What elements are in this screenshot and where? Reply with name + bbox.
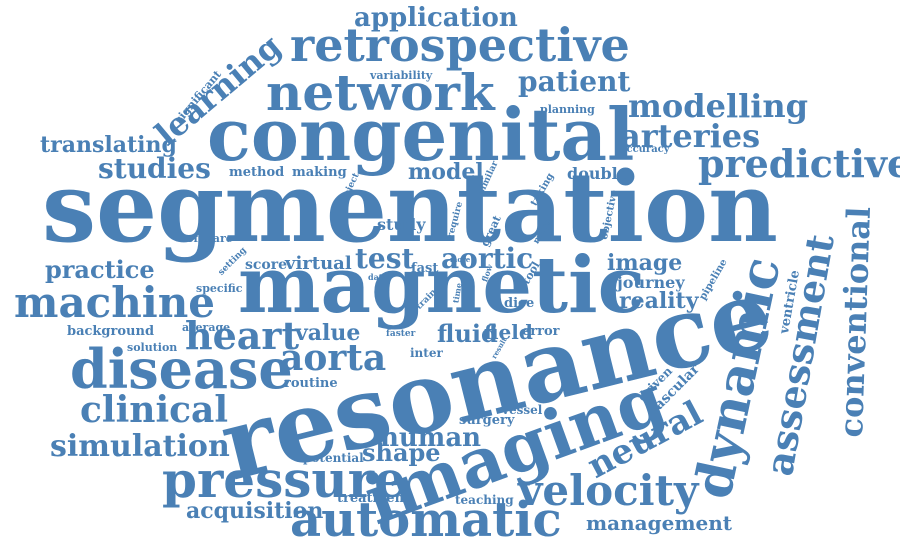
word-accuracy: accuracy: [620, 144, 670, 155]
word-predictive: predictive: [698, 141, 900, 186]
word-automatic: automatic: [290, 492, 562, 548]
word-dice: dice: [504, 296, 535, 311]
word-test: test: [355, 242, 415, 275]
word-magnetic: magnetic: [238, 240, 646, 331]
word-potential: potential: [303, 451, 364, 465]
word-field: field: [484, 320, 533, 344]
word-making: making: [292, 165, 347, 180]
word-score: score: [245, 257, 288, 273]
word-virtual: virtual: [285, 253, 352, 274]
word-simulation: simulation: [50, 429, 230, 464]
word-study: study: [377, 215, 426, 234]
word-surgery: surgery: [459, 413, 515, 428]
word-specific: specific: [196, 282, 243, 295]
word-network: network: [266, 63, 495, 122]
word-treatment: treatment: [337, 491, 411, 506]
word-aortic: aortic: [441, 242, 534, 275]
word-segmentation: segmentation: [42, 151, 778, 264]
word-shape: shape: [362, 438, 441, 467]
word-routine: routine: [284, 376, 338, 391]
word-model: model: [408, 159, 484, 185]
word-machine: machine: [14, 278, 215, 327]
word-average: average: [182, 321, 231, 334]
word-clinical: clinical: [80, 389, 229, 431]
word-background: background: [67, 324, 155, 339]
word-management: management: [586, 511, 732, 535]
word-double: double: [567, 164, 628, 183]
word-human: human: [380, 423, 482, 453]
word-faster: faster: [386, 329, 416, 339]
word-journey: journey: [617, 273, 685, 292]
word-aorta: aorta: [280, 337, 387, 379]
word-planning: planning: [540, 103, 595, 116]
word-image: image: [607, 250, 683, 276]
word-solution: solution: [127, 341, 178, 354]
word-fluid: fluid: [437, 319, 498, 348]
word-inter: inter: [410, 346, 443, 360]
word-fast: fast: [411, 261, 439, 276]
word-studies: studies: [98, 152, 211, 185]
word-modelling: modelling: [628, 87, 809, 125]
word-variability: variability: [370, 69, 433, 82]
word-method: method: [229, 165, 285, 180]
word-conventional: conventional: [831, 206, 879, 438]
word-congenital: congenital: [207, 92, 635, 177]
word-application: application: [354, 3, 518, 33]
word-retrospective: retrospective: [290, 18, 630, 72]
word-velocity: velocity: [518, 466, 699, 515]
word-error: error: [522, 324, 560, 339]
word-reality: reality: [619, 288, 699, 314]
word-acquisition: acquisition: [186, 498, 324, 524]
word-vessel: vessel: [502, 403, 543, 417]
word-pressure: pressure: [162, 450, 406, 509]
word-more: more: [450, 255, 471, 264]
word-teaching: teaching: [455, 493, 514, 507]
word-practice: practice: [45, 255, 155, 284]
word-value: value: [295, 320, 361, 346]
word-software: software: [180, 232, 233, 245]
word-patient: patient: [518, 65, 631, 98]
word-heart: heart: [185, 313, 299, 358]
word-data: data: [368, 272, 388, 282]
word-arteries: arteries: [620, 117, 761, 155]
word-translating: translating: [40, 132, 177, 158]
word-disease: disease: [70, 337, 293, 401]
